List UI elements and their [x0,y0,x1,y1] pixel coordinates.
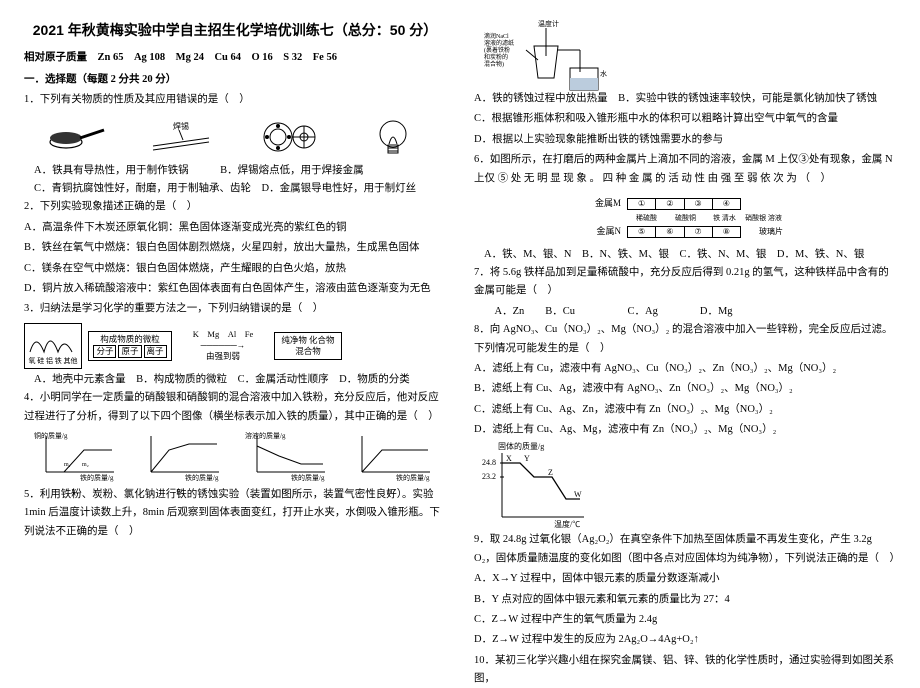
svg-text:m₁: m₁ [64,462,71,468]
svg-text:温度计: 温度计 [538,19,559,28]
q5-device: 温度计 滴润NaCl 溶液的滤纸 (裹着铁粉 和炭粉的 混合物) 水 [480,18,610,90]
q5-c: C．根据锥形瓶体积和吸入锥形瓶中水的体积可以粗略计算出空气中氧气的含量 [474,110,896,128]
q2: 2．下列实验现象描述正确的是（ ） [24,198,446,216]
q2-b: B．铁丝在氧气中燃烧：银白色固体剧烈燃烧，火星四射，放出大量热，生成黑色固体 [24,239,446,257]
q1-b: B．焊锡熔点低，用于焊接金属 [220,165,364,176]
chart-d: 铁的质量/g D． [350,430,436,482]
q1-d: D．金属银导电性好，用于制灯丝 [262,183,417,194]
q1-images: 焊锡 [24,114,446,160]
box-activity: K Mg Al Fe──────→由强到弱 [178,327,268,364]
q9-b: B．Y 点对应的固体中银元素和氧元素的质量比为 27：4 [474,591,896,609]
svg-text:X: X [506,454,512,463]
q2-a: A．高温条件下木炭还原氧化铜：黑色固体逐渐变成光亮的紫红色的铜 [24,219,446,237]
svg-text:W: W [574,490,582,499]
q3-boxes: 氧 硅 铝 铁 其他 构成物质的微粒 分子 原子 离子 K Mg Al Fe──… [24,323,446,369]
svg-text:和炭粉的: 和炭粉的 [484,53,508,61]
right-column: 温度计 滴润NaCl 溶液的滤纸 (裹着铁粉 和炭粉的 混合物) 水 A．铁的锈… [474,18,896,620]
left-column: 2021 年秋黄梅实验中学自主招生化学培优训练七（总分：50 分） 相对原子质量… [24,18,446,620]
svg-text:铁的质量/g: 铁的质量/g [185,473,219,482]
q7: 7．将 5.6g 铁样品加到足量稀硫酸中，充分反应后得到 0.21g 的氢气，这… [474,264,896,301]
q5-d: D．根据以上实验现象能推断出铁的锈蚀需要水的参与 [474,131,896,149]
q2-c: C．镁条在空气中燃烧：银白色固体燃烧，产生耀眼的白色火焰，放热 [24,260,446,278]
q7-options: A．Zn B．Cu C．Ag D．Mg [474,303,896,321]
bulb-icon [358,117,428,157]
svg-text:铁的质量/g: 铁的质量/g [291,473,325,482]
svg-text:Z: Z [548,468,553,477]
q8: 8．向 AgNO₃、Cu（NO₃）₂、Mg（NO₃）₂ 的混合溶液中加入一些锌粉… [474,321,896,358]
q4: 4．小明同学在一定质量的硝酸银和硝酸铜的混合溶液中加入铁粉，充分反应后，他对反应… [24,389,446,426]
q5-a: A．铁的锈蚀过程中放出热量 B．实验中铁的锈蚀速率较快，可能是氯化钠加快了锈蚀 [474,90,896,108]
q6-options: A．铁、M、银、N B．N、铁、M、银 C．铁、N、M、银 D．M、铁、N、银 [474,246,896,264]
q2-d: D．铜片放入稀硫酸溶液中：紫红色固体表面有白色固体产生，溶液由蓝色逐渐变为无色 [24,280,446,298]
q6-diagram: 金属M ①②③④ 稀硫酸 硫酸铜 铁 清水 硝酸银 溶液 金属N ⑤⑥⑦⑧ 玻璃… [585,194,785,242]
q9: 9．取 24.8g 过氧化银（Ag₂O₂）在真空条件下加热至固体质量不再发生变化… [474,531,896,568]
svg-text:铁的质量/g: 铁的质量/g [396,473,430,482]
svg-text:混合物): 混合物) [484,60,504,68]
page-title: 2021 年秋黄梅实验中学自主招生化学培优训练七（总分：50 分） [24,18,446,43]
box-particles: 构成物质的微粒 分子 原子 离子 [88,331,172,361]
svg-text:滴润NaCl: 滴润NaCl [484,32,509,40]
q1-a: A．铁具有导热性，用于制作铁锅 [34,165,189,176]
svg-text:铁的质量/g: 铁的质量/g [80,473,114,482]
q1-c: C．青铜抗腐蚀性好，耐磨，用于制轴承、齿轮 [34,183,251,194]
q9-c: C．Z→W 过程中产生的氧气质量为 2.4g [474,611,896,629]
svg-text:溶液的滤纸: 溶液的滤纸 [484,39,514,47]
svg-text:温度/℃: 温度/℃ [554,519,580,529]
solder-icon: 焊锡 [147,117,217,157]
bearing-icon [253,117,323,157]
chart-b: 铁的质量/g B． [139,430,225,482]
q8-d: D．滤纸上有 Cu、Ag、Mg，滤液中有 Zn（NO₃）₂、Mg（NO₃）₂ [474,421,896,439]
q1-options: A．铁具有导热性，用于制作铁锅 B．焊锡熔点低，用于焊接金属 C．青铜抗腐蚀性好… [24,162,446,199]
q6: 6．如图所示，在打磨后的两种金属片上滴加不同的溶液，金属 M 上仅③处有现象，金… [474,151,896,188]
svg-text:固体的质量/g: 固体的质量/g [498,441,544,451]
q4-charts: 铜的质量/gm₁m₂铁的质量/g A． 铁的质量/g B． 溶液的质量/g铁的质… [24,430,446,484]
q10: 10．某初三化学兴趣小组在探究金属镁、铝、锌、铁的化学性质时，通过实验得到如图关… [474,652,896,688]
q1: 1．下列有关物质的性质及其应用错误的是（ ） [24,91,446,109]
q3: 3．归纳法是学习化学的重要方法之一，下列归纳错误的是（ ） [24,300,446,318]
svg-text:溶液的质量/g: 溶液的质量/g [245,431,286,440]
svg-text:(裹着铁粉: (裹着铁粉 [484,46,510,54]
svg-text:24.8: 24.8 [482,458,496,467]
svg-text:23.2: 23.2 [482,472,496,481]
pan-icon [42,117,112,157]
q9-curve: 固体的质量/g 24.8 23.2 X Y Z W 温度/℃ [480,441,590,531]
chart-a: 铜的质量/gm₁m₂铁的质量/g A． [34,430,120,482]
q8-c: C．滤纸上有 Cu、Ag、Zn，滤液中有 Zn（NO₃）₂、Mg（NO₃）₂ [474,401,896,419]
svg-text:焊锡: 焊锡 [173,121,189,131]
section-1-heading: 一．选择题（每题 2 分共 20 分） [24,71,446,89]
box-classify: 纯净物 化合物混合物 [274,332,342,360]
q9-a: A．X→Y 过程中，固体中银元素的质量分数逐渐减小 [474,570,896,588]
q3-options: A．地壳中元素含量 B．构成物质的微粒 C．金属活动性顺序 D．物质的分类 [24,371,446,389]
svg-text:Y: Y [524,454,530,463]
svg-text:水: 水 [600,69,607,78]
q8-b: B．滤纸上有 Cu、Ag，滤液中有 AgNO₃、Zn（NO₃）₂、Mg（NO₃）… [474,380,896,398]
box-crust: 氧 硅 铝 铁 其他 [24,323,82,369]
svg-text:m₂: m₂ [82,462,89,468]
q8-a: A．滤纸上有 Cu，滤液中有 AgNO₃、Cu（NO₃）₂、Zn（NO₃）₂、M… [474,360,896,378]
atomic-masses: 相对原子质量 Zn 65 Ag 108 Mg 24 Cu 64 O 16 S 3… [24,49,446,67]
chart-c: 溶液的质量/g铁的质量/g C． [245,430,331,482]
q9-d: D．Z→W 过程中发生的反应为 2Ag₂O→4Ag+O₂↑ [474,631,896,649]
svg-text:铜的质量/g: 铜的质量/g [34,431,68,440]
